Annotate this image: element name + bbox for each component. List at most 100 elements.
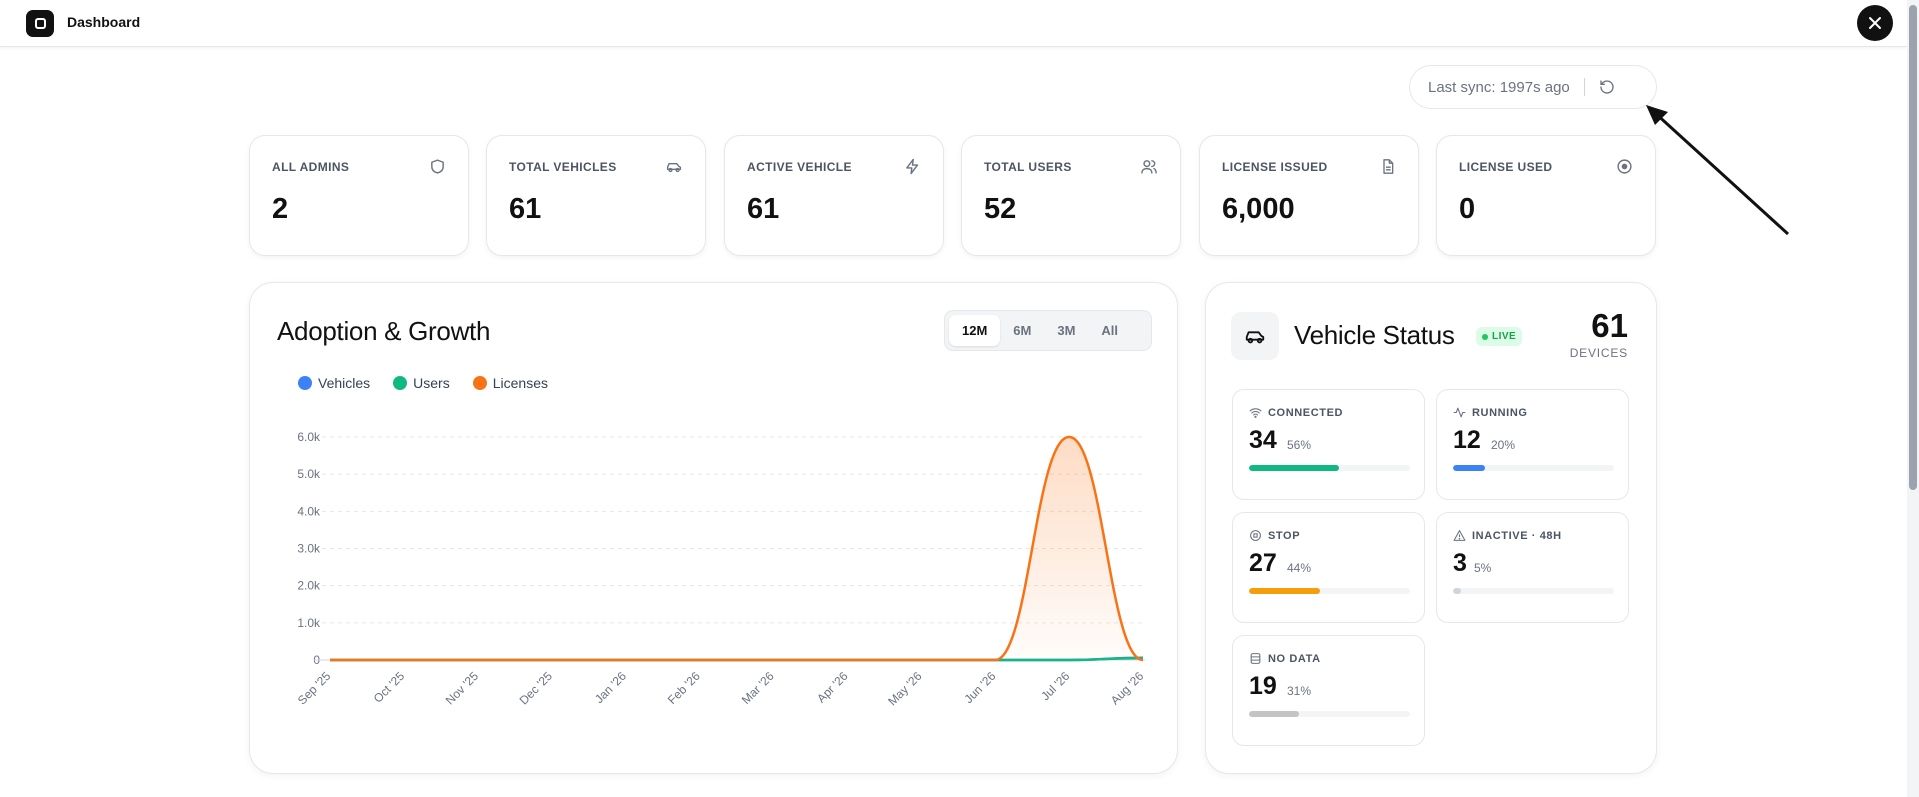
page-title: Dashboard <box>67 14 141 30</box>
adoption-growth-panel: Adoption & Growth 12M 6M 3M All Vehicles… <box>249 282 1178 774</box>
progress-track <box>1453 465 1614 471</box>
close-button[interactable] <box>1857 5 1893 41</box>
top-bar: Dashboard <box>0 0 1907 47</box>
stat-value: 61 <box>509 193 542 225</box>
refresh-button[interactable] <box>1599 79 1615 95</box>
document-icon <box>1380 158 1396 175</box>
x-tick-label: Jun '26 <box>961 669 998 706</box>
progress-fill <box>1249 465 1340 471</box>
live-label: LIVE <box>1492 331 1517 342</box>
car-icon <box>665 158 683 175</box>
status-value: 3 <box>1453 549 1467 577</box>
sync-text: Last sync: 1997s ago <box>1428 78 1570 96</box>
x-tick-label: Dec '25 <box>517 669 556 708</box>
progress-track <box>1249 465 1410 471</box>
legend-label: Users <box>413 375 450 391</box>
status-value: 34 <box>1249 426 1277 454</box>
stat-value: 52 <box>984 193 1017 225</box>
legend-label: Vehicles <box>318 375 371 391</box>
page-scrollbar[interactable] <box>1907 0 1919 797</box>
range-6m-button[interactable]: 6M <box>1013 323 1032 338</box>
legend-item-users[interactable]: Users <box>393 375 450 391</box>
status-label: NO DATA <box>1268 652 1321 665</box>
status-percent: 44% <box>1287 561 1312 575</box>
x-tick-label: Sep '25 <box>295 669 334 708</box>
stat-card-license-used: LICENSE USED 0 <box>1436 135 1656 256</box>
progress-fill <box>1249 711 1299 717</box>
stop-icon <box>1250 530 1261 541</box>
stat-label: LICENSE USED <box>1459 160 1553 174</box>
x-tick-label: Apr '26 <box>814 669 851 706</box>
licenses-area <box>330 437 1143 660</box>
status-card-connected[interactable]: CONNECTED 34 56% <box>1232 389 1425 500</box>
legend-dot <box>472 376 487 390</box>
stat-label: ALL ADMINS <box>272 160 350 174</box>
stat-label: TOTAL USERS <box>984 160 1072 174</box>
status-card-running[interactable]: RUNNING 12 20% <box>1436 389 1629 500</box>
x-tick-label: Feb '26 <box>665 669 703 707</box>
x-tick-label: May '26 <box>885 669 925 709</box>
devices-total: 61 <box>1591 307 1628 344</box>
y-tick-label: 4.0k <box>297 504 321 518</box>
panel-title: Vehicle Status <box>1294 320 1455 350</box>
range-all-button[interactable]: All <box>1101 323 1119 338</box>
status-label: INACTIVE · 48H <box>1472 529 1562 542</box>
stat-value: 0 <box>1459 193 1476 225</box>
app-logo-icon <box>26 10 54 37</box>
shield-icon <box>429 158 446 175</box>
y-tick-label: 6.0k <box>297 430 321 444</box>
warning-icon <box>1453 530 1466 541</box>
stat-card-all-admins: ALL ADMINS 2 <box>249 135 469 256</box>
status-card-no-data[interactable]: NO DATA 19 31% <box>1232 635 1425 746</box>
y-tick-label: 5.0k <box>297 467 321 481</box>
status-label: RUNNING <box>1472 406 1528 419</box>
wifi-icon <box>1249 408 1262 418</box>
x-tick-label: Mar '26 <box>739 669 777 707</box>
status-percent: 20% <box>1491 438 1516 452</box>
x-tick-label: Aug '26 <box>1108 669 1147 708</box>
status-label: STOP <box>1268 529 1301 542</box>
range-3m-button[interactable]: 3M <box>1057 323 1076 338</box>
legend-label: Licenses <box>492 375 548 391</box>
stat-value: 6,000 <box>1222 193 1295 225</box>
x-tick-label: Jul '26 <box>1038 669 1072 703</box>
live-dot <box>1482 333 1488 340</box>
progress-track <box>1249 588 1410 594</box>
series-line-licenses <box>330 435 1144 662</box>
sync-status: Last sync: 1997s ago <box>1409 65 1657 109</box>
status-value: 12 <box>1453 426 1481 454</box>
stat-card-license-issued: LICENSE ISSUED 6,000 <box>1199 135 1419 256</box>
y-tick-label: 2.0k <box>297 579 321 593</box>
progress-track <box>1453 588 1614 594</box>
close-icon <box>1869 17 1881 29</box>
status-card-stop[interactable]: STOP 27 44% <box>1232 512 1425 623</box>
legend-dot <box>393 376 408 390</box>
status-percent: 5% <box>1474 561 1492 575</box>
status-percent: 56% <box>1287 438 1312 452</box>
range-selector: 12M 6M 3M All <box>944 310 1152 351</box>
progress-fill <box>1453 588 1462 594</box>
stat-card-total-users: TOTAL USERS 52 <box>961 135 1181 256</box>
target-icon <box>1616 158 1633 175</box>
stat-card-active-vehicle: ACTIVE VEHICLE 61 <box>724 135 944 256</box>
legend-dot <box>298 376 312 390</box>
range-12m-button[interactable]: 12M <box>949 315 1001 346</box>
stat-card-total-vehicles: TOTAL VEHICLES 61 <box>486 135 706 256</box>
x-tick-label: Jan '26 <box>592 669 629 706</box>
car-icon <box>1231 312 1279 360</box>
scrollbar-thumb[interactable] <box>1909 5 1917 490</box>
activity-icon <box>1453 407 1466 418</box>
progress-fill <box>1249 588 1320 594</box>
legend-item-vehicles[interactable]: Vehicles <box>298 375 370 391</box>
sync-divider <box>1583 78 1585 96</box>
stat-label: LICENSE ISSUED <box>1222 160 1328 174</box>
status-value: 19 <box>1249 672 1277 700</box>
status-card-inactive[interactable]: INACTIVE · 48H 3 5% <box>1436 512 1629 623</box>
status-value: 27 <box>1249 549 1277 577</box>
stat-value: 2 <box>272 193 289 225</box>
x-tick-label: Oct '25 <box>371 669 408 706</box>
users-icon <box>1140 158 1158 175</box>
legend-item-licenses[interactable]: Licenses <box>472 375 548 391</box>
devices-label: DEVICES <box>1569 346 1628 360</box>
